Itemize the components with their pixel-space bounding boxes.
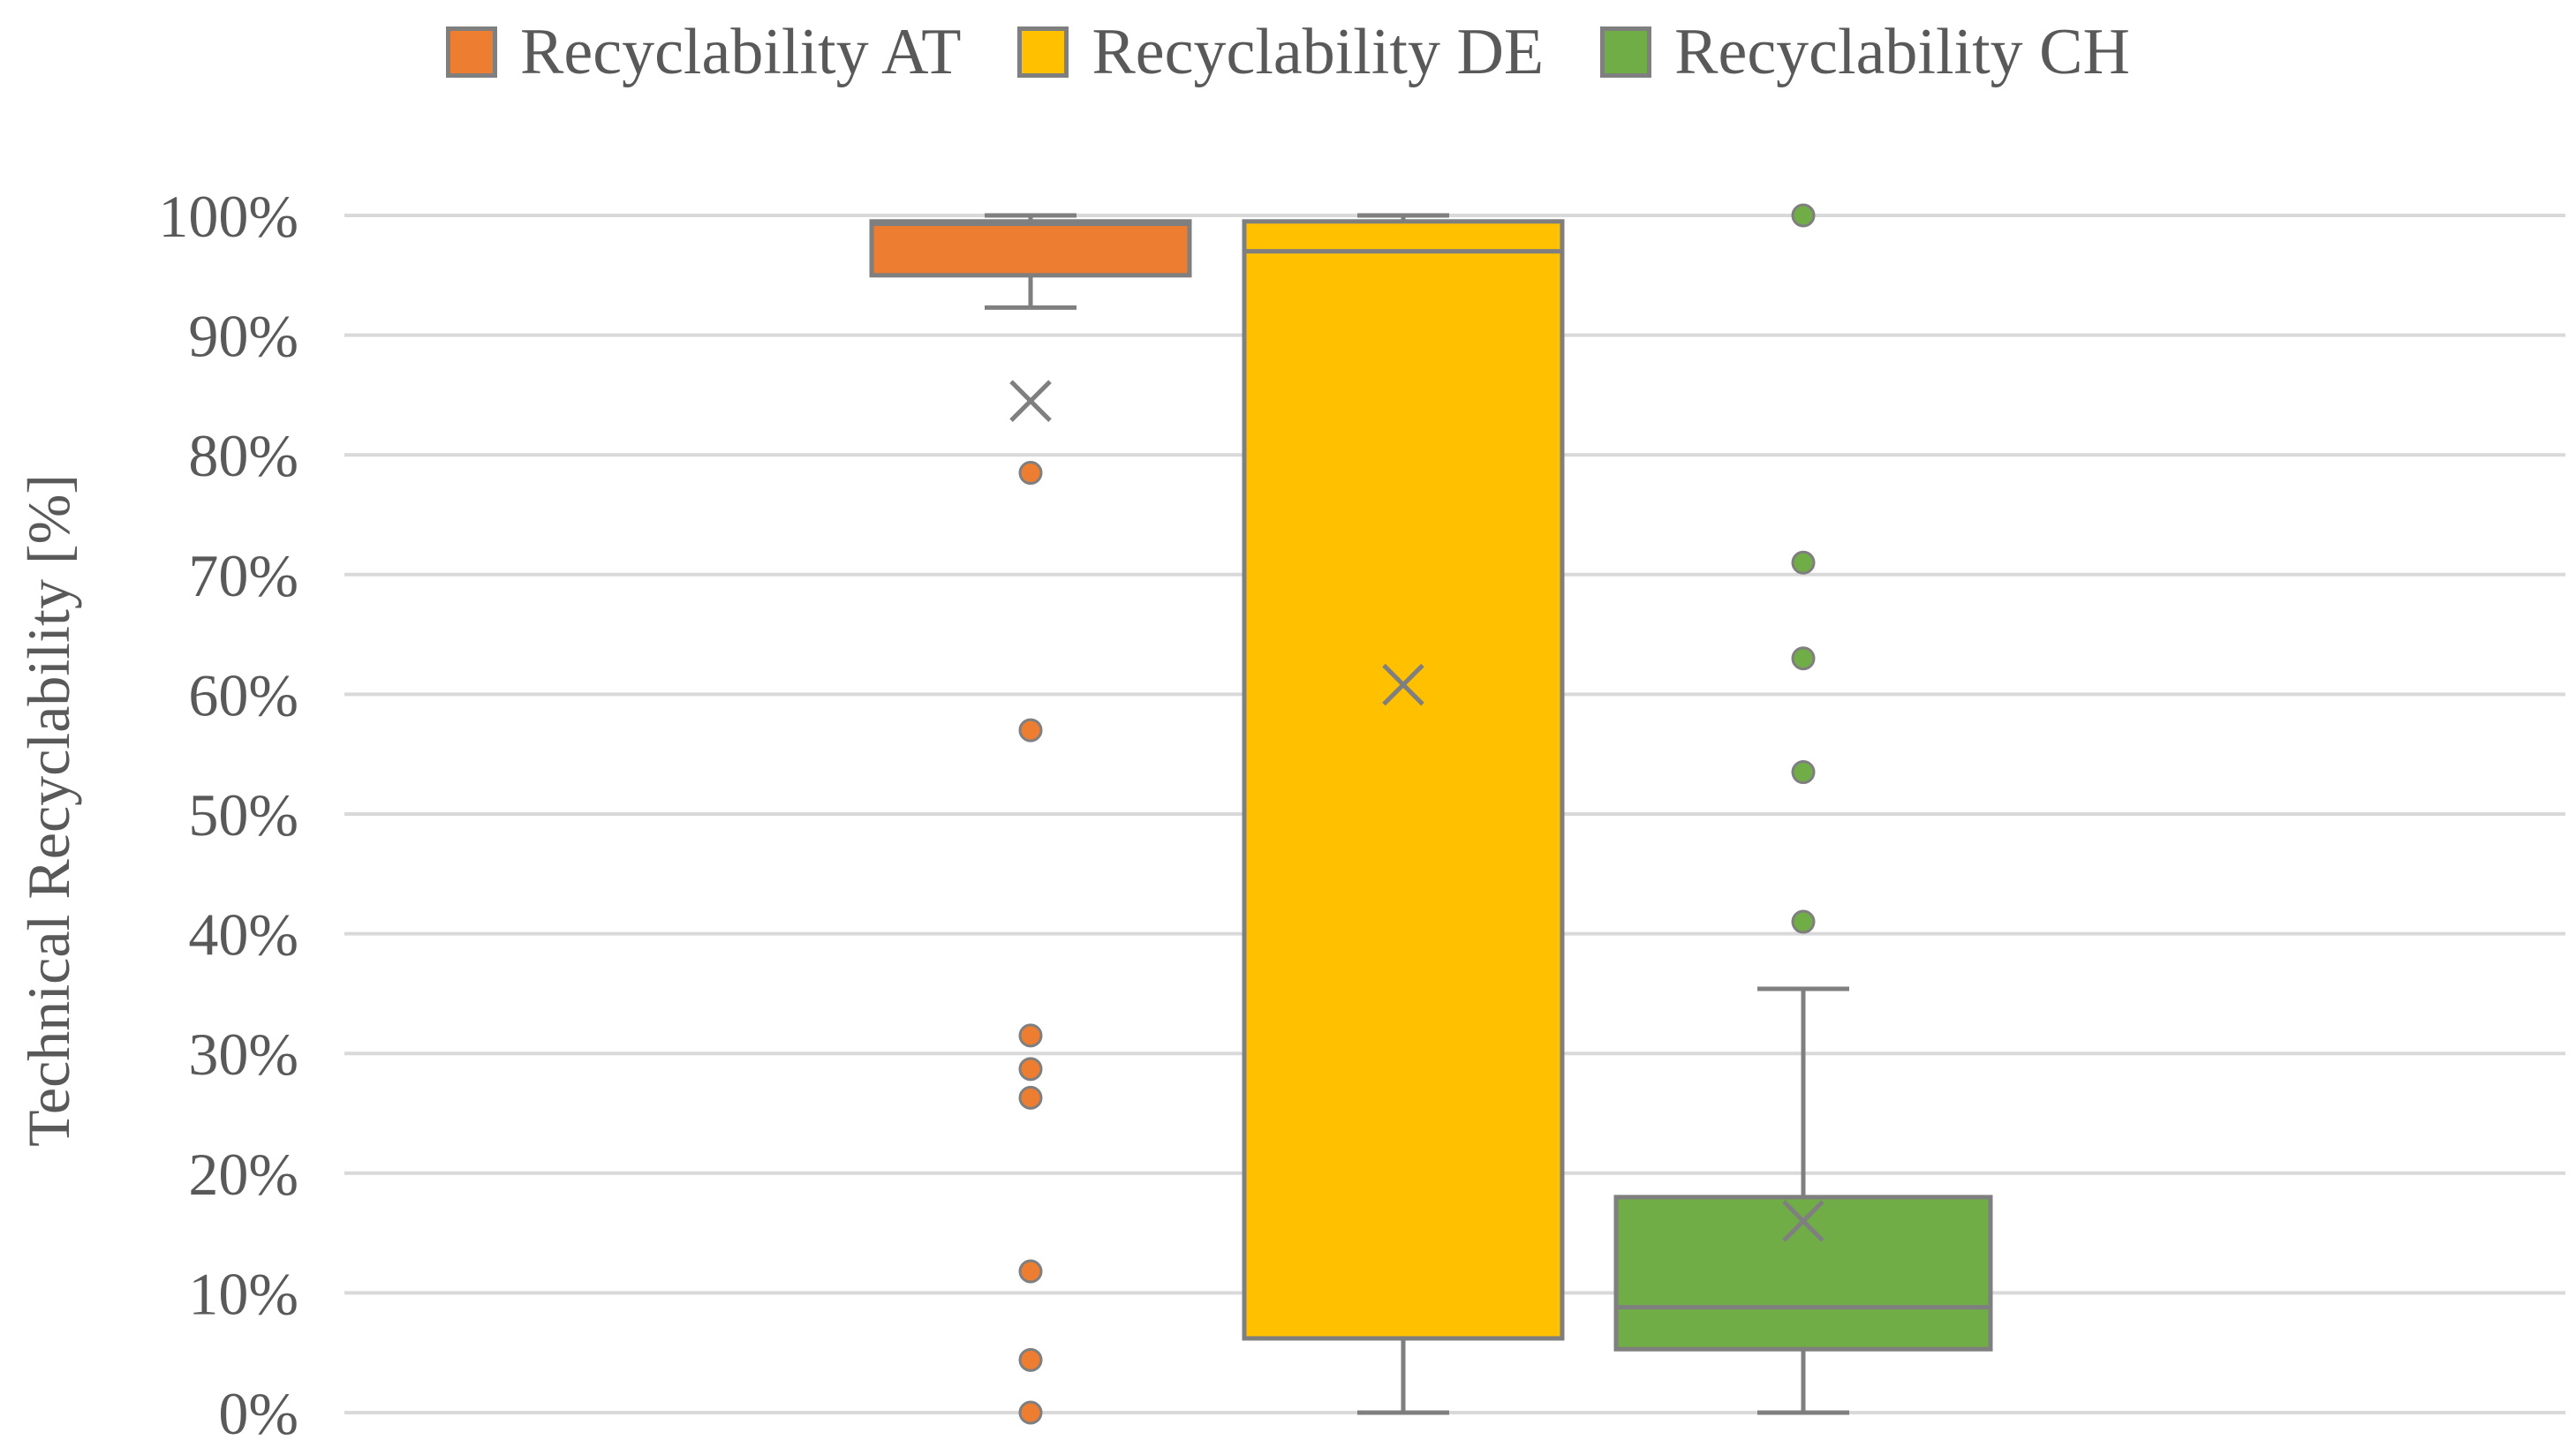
y-tick-label-70: 70% — [188, 542, 298, 609]
outlier-point-at-0 — [1018, 461, 1043, 486]
outlier-point-at-1 — [1018, 718, 1043, 743]
outlier-point-ch-0 — [1791, 203, 1816, 228]
box-ch — [1613, 203, 1993, 1415]
legend-label-at: Recyclability AT — [520, 15, 962, 88]
outlier-point-at-5 — [1018, 1259, 1043, 1284]
y-tick-label-90: 90% — [188, 303, 298, 370]
boxes — [869, 203, 1993, 1425]
box-body-at — [869, 219, 1192, 278]
y-tick-label-80: 80% — [188, 422, 298, 489]
legend-item-de[interactable]: Recyclability DE — [1017, 15, 1544, 90]
y-axis-ticks: 0% 10% 20% 30% 40% 50% 60% 70% 80% 90% 100% — [158, 183, 298, 1447]
box-at — [869, 213, 1192, 1425]
y-tick-label-40: 40% — [188, 901, 298, 969]
legend-label-de: Recyclability DE — [1092, 15, 1545, 88]
legend-item-at[interactable]: Recyclability AT — [446, 15, 961, 90]
legend: Recyclability AT Recyclability DE Recycl… — [0, 12, 2576, 92]
y-tick-label-60: 60% — [188, 661, 298, 728]
outlier-point-at-4 — [1018, 1085, 1043, 1110]
legend-label-ch: Recyclability CH — [1674, 15, 2130, 88]
outlier-point-at-2 — [1018, 1023, 1043, 1048]
outlier-point-ch-4 — [1791, 909, 1816, 934]
box-body-de — [1242, 219, 1565, 1341]
y-tick-label-100: 100% — [158, 183, 298, 250]
y-tick-label-50: 50% — [188, 781, 298, 848]
outlier-point-ch-1 — [1791, 550, 1816, 575]
y-tick-label-0: 0% — [218, 1380, 298, 1447]
legend-swatch-ch — [1600, 26, 1652, 78]
outlier-point-ch-2 — [1791, 646, 1816, 671]
y-tick-label-30: 30% — [188, 1021, 298, 1088]
box-de — [1242, 213, 1565, 1415]
legend-item-ch[interactable]: Recyclability CH — [1600, 15, 2130, 90]
outlier-point-ch-3 — [1791, 760, 1816, 785]
outlier-point-at-3 — [1018, 1057, 1043, 1082]
legend-swatch-de — [1017, 26, 1069, 78]
y-tick-label-20: 20% — [188, 1141, 298, 1208]
outlier-point-at-7 — [1018, 1400, 1043, 1425]
legend-swatch-at — [446, 26, 498, 78]
y-tick-label-10: 10% — [188, 1260, 298, 1327]
y-axis-label: Technical Recyclability [%] — [15, 474, 82, 1147]
mean-marker-b-ch — [1782, 1200, 1824, 1242]
outlier-point-at-6 — [1018, 1347, 1043, 1372]
mean-marker-b-de — [1382, 663, 1424, 706]
mean-marker-b-at — [1009, 380, 1052, 422]
